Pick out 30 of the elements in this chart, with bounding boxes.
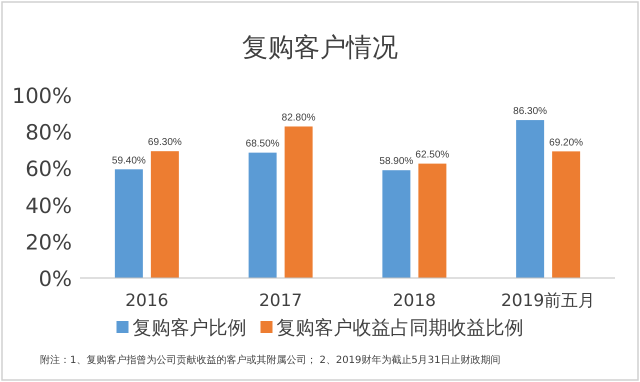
text: 附注：1、复购客户指曾为公司贡献收益的客户或其附属公司； 2、2019财年为截止5月31日止财政期间 (40, 354, 500, 366)
bar (382, 170, 410, 278)
data-label: 59.40% (112, 155, 146, 166)
x-tick-label: 2019前五月 (500, 291, 596, 311)
y-tick-label: 100% (12, 84, 72, 108)
data-label: 82.80% (282, 112, 316, 124)
bar (418, 164, 446, 278)
chart-title: 复购客户情况 (242, 33, 398, 63)
data-label: 69.30% (148, 137, 182, 148)
bar (150, 151, 179, 278)
bar (248, 152, 277, 278)
x-tick-label: 2018 (392, 291, 436, 311)
legend-label: 复购客户收益占同期收益比例 (276, 317, 524, 339)
data-label: 62.50% (415, 150, 450, 161)
y-tick-label: 40% (25, 194, 72, 218)
x-tick-label: 2016 (125, 291, 169, 311)
data-label: 58.90% (379, 156, 414, 168)
bar (114, 169, 143, 278)
data-label: 86.30% (513, 106, 548, 118)
bar (284, 126, 313, 278)
bar (552, 151, 580, 278)
y-tick-label: 80% (25, 120, 72, 145)
bar (516, 120, 544, 278)
y-tick-label: 0% (38, 267, 72, 291)
data-label: 68.50% (246, 138, 280, 150)
legend-label: 复购客户比例 (132, 317, 246, 339)
data-label: 69.20% (549, 137, 584, 148)
y-tick-label: 60% (25, 157, 72, 182)
y-tick-label: 20% (25, 230, 72, 254)
x-tick-label: 2017 (258, 291, 302, 311)
